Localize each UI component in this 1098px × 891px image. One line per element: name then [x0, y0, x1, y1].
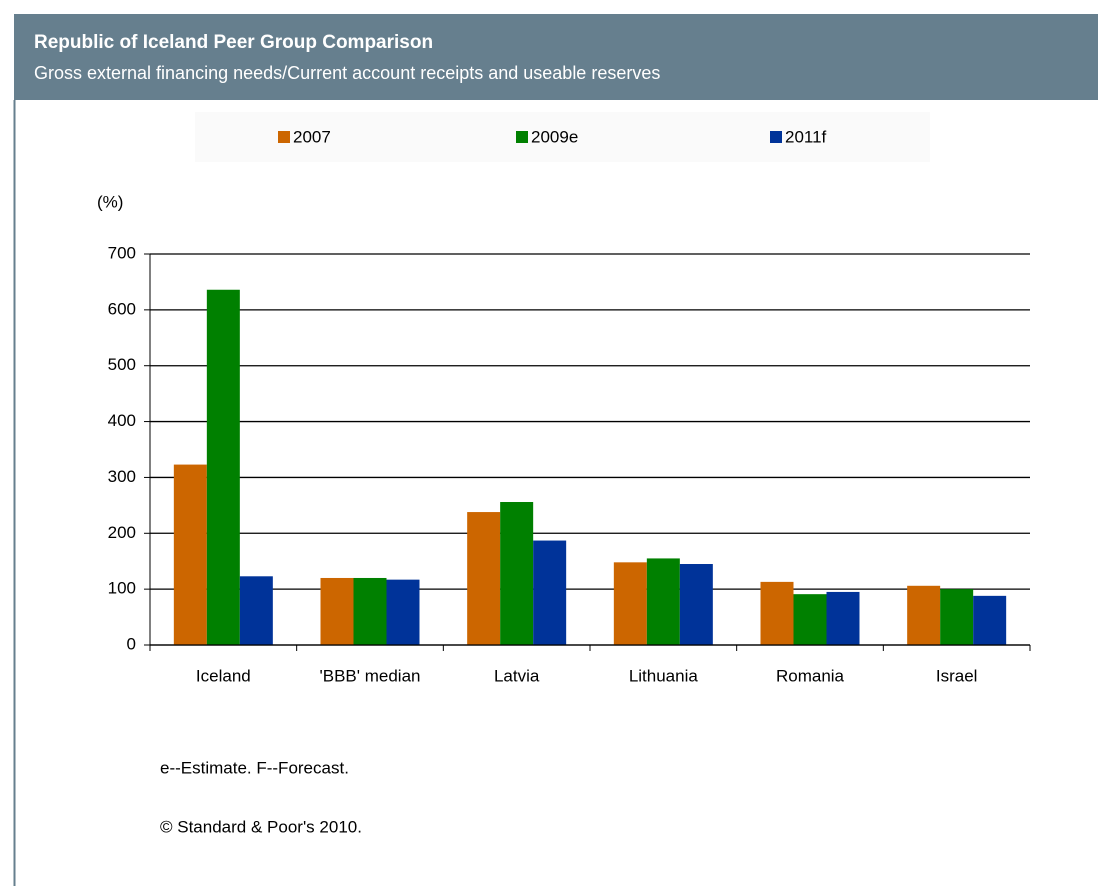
legend-label: 2011f — [785, 127, 827, 146]
y-tick-label: 600 — [108, 299, 136, 318]
legend-label: 2009e — [531, 127, 578, 146]
bar — [320, 577, 354, 645]
x-tick-label: Latvia — [494, 666, 540, 685]
chart-title: Republic of Iceland Peer Group Compariso… — [34, 32, 433, 53]
bar — [533, 540, 567, 645]
bar — [679, 564, 713, 645]
y-tick-label: 400 — [108, 411, 136, 430]
y-tick-label: 0 — [127, 634, 136, 653]
y-tick-label: 100 — [108, 579, 136, 598]
x-tick-label: Israel — [936, 666, 978, 685]
y-tick-label: 300 — [108, 467, 136, 486]
y-axis-label: (%) — [97, 192, 123, 211]
bar — [613, 562, 647, 645]
bar — [907, 585, 941, 645]
chart-subtitle: Gross external financing needs/Current a… — [34, 63, 660, 83]
x-tick-label: Lithuania — [629, 666, 699, 685]
header-band — [14, 14, 1098, 100]
x-tick-label: Iceland — [196, 666, 251, 685]
bar — [239, 576, 273, 645]
bar — [467, 512, 501, 645]
bar — [173, 464, 207, 645]
note: © Standard & Poor's 2010. — [160, 817, 362, 836]
y-tick-label: 500 — [108, 355, 136, 374]
bar — [386, 579, 420, 645]
x-tick-label: 'BBB' median — [320, 666, 421, 685]
legend-box — [195, 112, 930, 162]
bar — [760, 581, 794, 645]
x-tick-label: Romania — [776, 666, 845, 685]
bar — [940, 589, 974, 645]
note: e--Estimate. F--Forecast. — [160, 758, 349, 777]
y-tick-label: 700 — [108, 243, 136, 262]
legend-label: 2007 — [293, 127, 331, 146]
bar — [353, 577, 387, 645]
legend-swatch — [278, 131, 290, 143]
bar — [206, 289, 240, 645]
legend-swatch — [516, 131, 528, 143]
bar — [793, 594, 827, 645]
bar — [500, 502, 534, 645]
bar — [646, 558, 680, 645]
legend-swatch — [770, 131, 782, 143]
bar — [826, 591, 860, 645]
bar — [973, 595, 1007, 645]
y-tick-label: 200 — [108, 523, 136, 542]
